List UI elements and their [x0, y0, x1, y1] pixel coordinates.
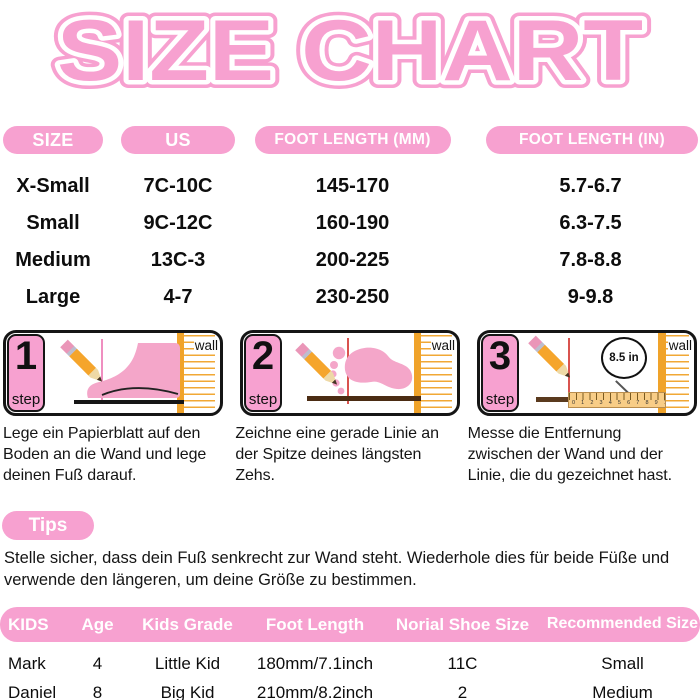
step-instructions: Lege ein Papierblatt auf den Boden an di… — [3, 424, 700, 486]
wall-icon — [177, 333, 184, 413]
step-3-box: 3 step wall 8.5 in 0 1 2 3 4 5 6 7 8 9 1… — [477, 330, 697, 416]
table-row: Medium 13C-3 200-225 7.8-8.8 — [0, 242, 700, 279]
title-bubble-text: SIZE CHART SIZE CHART SIZE CHART — [49, 0, 651, 107]
kids-table-header: KIDS Age Kids Grade Foot Length Norial S… — [0, 607, 700, 642]
wall-icon — [658, 333, 666, 413]
us-cell: 9C-12C — [143, 212, 213, 234]
us-cell: 4-7 — [163, 286, 193, 308]
size-cell: Small — [26, 212, 80, 234]
kids-header: KIDS — [8, 614, 49, 634]
measure-line-icon — [101, 339, 103, 401]
foot-length-mm-header-badge: FOOT LENGTH (MM) — [254, 126, 451, 154]
size-cell: Large — [25, 286, 81, 308]
step-number: 1 — [14, 334, 38, 378]
page-title: SIZE CHART SIZE CHART SIZE CHART — [0, 0, 700, 112]
measure-line-icon — [568, 338, 570, 398]
title-outline-pink: SIZE CHART — [57, 3, 643, 99]
us-cell: 7C-10C — [143, 175, 213, 197]
age-cell: 4 — [92, 653, 103, 673]
step-word: step — [11, 391, 41, 408]
floor-line-icon — [307, 396, 421, 401]
mm-cell: 145-170 — [315, 175, 390, 197]
foot-length-header: Foot Length — [265, 614, 365, 634]
wall-label: wall — [193, 338, 219, 353]
mm-cell: 230-250 — [315, 286, 390, 308]
step-2-scene: wall — [285, 333, 457, 413]
in-cell: 9-9.8 — [567, 286, 614, 308]
us-header-badge: US — [121, 126, 235, 154]
in-cell: 6.3-7.5 — [559, 212, 622, 234]
ruler-ticks-icon — [569, 393, 665, 400]
table-row: Mark 4 Little Kid 180mm/7.1inch 11C Smal… — [0, 649, 700, 678]
mm-cell: 160-190 — [315, 212, 390, 234]
kid-name-cell: Mark — [8, 653, 46, 673]
tips-text: Stelle sicher, dass dein Fuß senkrecht z… — [4, 549, 670, 589]
step-2-instruction: Zeichne eine gerade Linie an der Spitze … — [235, 425, 439, 484]
age-header: Age — [81, 614, 114, 634]
ruler-icon: 0 1 2 3 4 5 6 7 8 9 10 — [568, 392, 666, 408]
age-cell: 8 — [92, 682, 103, 700]
title-fill: SIZE CHART — [57, 3, 643, 99]
floor-line-icon — [536, 397, 568, 402]
tips-badge: Tips — [2, 511, 94, 540]
recommended-cell: Medium — [592, 682, 653, 700]
measurement-badge: 8.5 in — [601, 337, 647, 379]
size-cell: Medium — [15, 249, 91, 271]
foot-length-cell: 180mm/7.1inch — [256, 653, 374, 673]
table-row: Small 9C-12C 160-190 6.3-7.5 — [0, 205, 700, 242]
kid-name-cell: Daniel — [8, 682, 57, 700]
recommended-size-header: Recommended Size — [546, 615, 699, 633]
table-row: Large 4-7 230-250 9-9.8 — [0, 279, 700, 316]
wall-icon — [414, 333, 421, 413]
step-number: 3 — [488, 334, 512, 378]
foot-length-cell: 210mm/8.2inch — [256, 682, 374, 700]
step-3-scene: wall 8.5 in 0 1 2 3 4 5 6 7 8 9 10 — [522, 333, 694, 413]
grade-cell: Little Kid — [154, 653, 221, 673]
step-1-scene: wall — [48, 333, 220, 413]
step-word: step — [248, 391, 278, 408]
kids-table-body: Mark 4 Little Kid 180mm/7.1inch 11C Smal… — [0, 649, 700, 700]
kids-table: KIDS Age Kids Grade Foot Length Norial S… — [0, 607, 700, 700]
in-cell: 7.8-8.8 — [559, 249, 622, 271]
step-number: 2 — [251, 334, 275, 378]
step-3-badge: 3 step — [481, 334, 519, 412]
footprint-icon — [329, 346, 413, 395]
step-2-badge: 2 step — [244, 334, 282, 412]
table-row: X-Small 7C-10C 145-170 5.7-6.7 — [0, 168, 700, 205]
ruler-numbers: 0 1 2 3 4 5 6 7 8 9 10 — [572, 400, 665, 406]
us-cell: 13C-3 — [150, 249, 206, 271]
size-cell: X-Small — [16, 175, 90, 197]
measuring-steps: 1 step wall 2 step — [3, 330, 697, 416]
title-outline-white: SIZE CHART — [57, 3, 643, 99]
step-2-box: 2 step wall — [240, 330, 460, 416]
in-cell: 5.7-6.7 — [559, 175, 622, 197]
size-table-body: X-Small 7C-10C 145-170 5.7-6.7 Small 9C-… — [0, 168, 700, 316]
wall-label: wall — [667, 338, 693, 353]
foot-side-icon — [87, 343, 180, 398]
size-table-header: SIZE US FOOT LENGTH (MM) FOOT LENGTH (IN… — [0, 126, 700, 154]
size-table: SIZE US FOOT LENGTH (MM) FOOT LENGTH (IN… — [0, 126, 700, 316]
step-3-instruction: Messe die Entfernung zwischen der Wand u… — [467, 425, 672, 484]
grade-cell: Big Kid — [160, 682, 215, 700]
shoe-size-header: Norial Shoe Size — [395, 614, 530, 634]
shoe-size-cell: 11C — [447, 653, 478, 673]
mm-cell: 200-225 — [315, 249, 390, 271]
table-row: Daniel 8 Big Kid 210mm/8.2inch 2 Medium — [0, 678, 700, 700]
wall-label: wall — [430, 338, 456, 353]
step-1-instruction: Lege ein Papierblatt auf den Boden an di… — [3, 425, 207, 484]
recommended-cell: Small — [601, 653, 644, 673]
size-header-badge: SIZE — [3, 126, 103, 154]
foot-length-in-header-badge: FOOT LENGTH (IN) — [486, 126, 698, 154]
kids-grade-header: Kids Grade — [142, 614, 233, 634]
floor-line-icon — [74, 400, 184, 404]
step-word: step — [485, 391, 515, 408]
step-1-box: 1 step wall — [3, 330, 223, 416]
step-1-badge: 1 step — [7, 334, 45, 412]
shoe-size-cell: 2 — [457, 682, 468, 700]
